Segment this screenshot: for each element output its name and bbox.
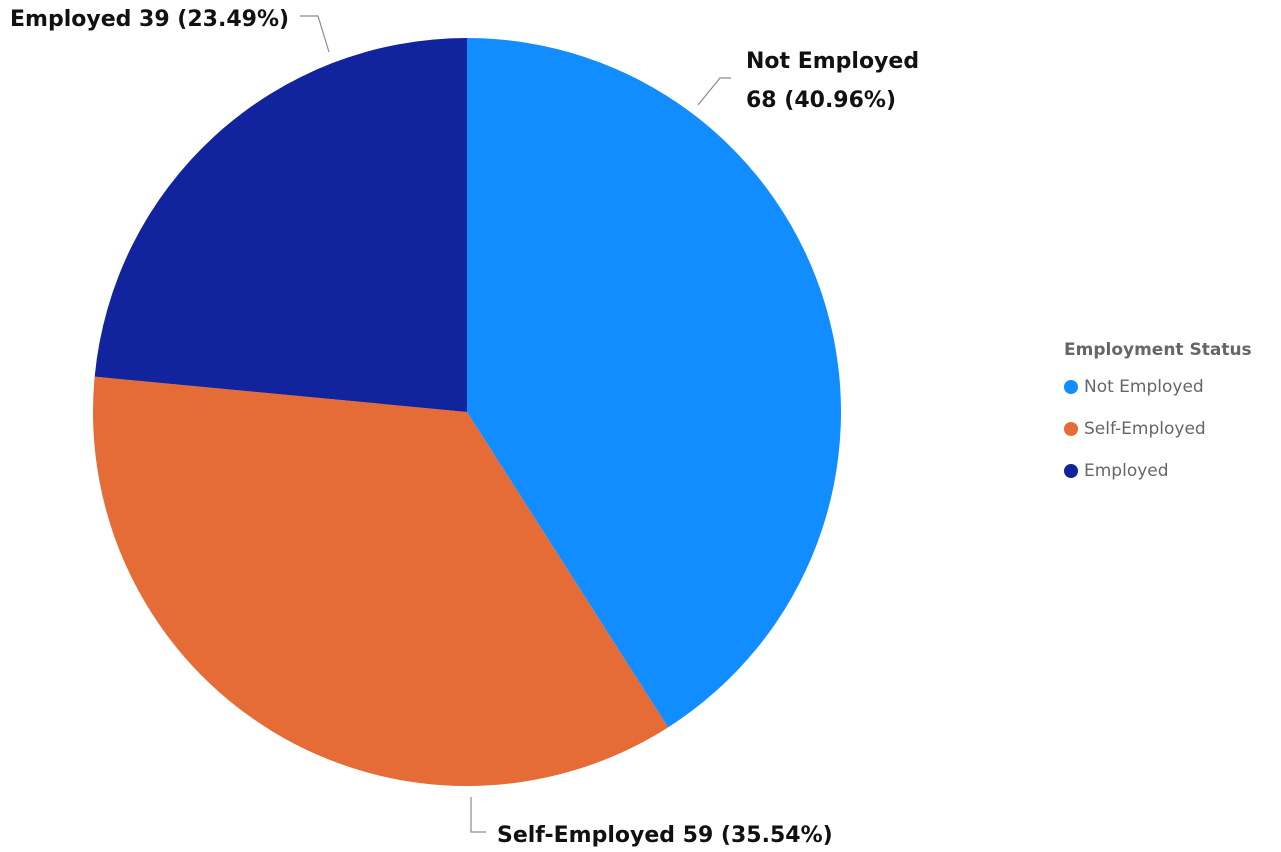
pie-slice-self-employed[interactable] [92, 376, 669, 787]
data-label-not-employed-line1: Not Employed [746, 49, 919, 74]
legend-label: Not Employed [1084, 377, 1204, 397]
legend-item-self-employed[interactable]: Self-Employed [1064, 408, 1252, 450]
legend-swatch-self-employed [1064, 422, 1078, 436]
legend-swatch-employed [1064, 464, 1078, 478]
data-labels: Not Employed 68 (40.96%) Self-Employed 59 … [10, 7, 919, 848]
data-label-employed: Employed 39 (23.49%) [10, 7, 289, 32]
legend-swatch-not-employed [1064, 380, 1078, 394]
pie-slices [92, 38, 842, 787]
leader-lines [300, 15, 731, 833]
pie-slice-not-employed[interactable] [467, 38, 842, 728]
data-label-self-employed: Self-Employed 59 (35.54%) [497, 823, 833, 848]
legend-label: Self-Employed [1084, 419, 1206, 439]
legend: Employment Status Not Employed Self-Empl… [1064, 340, 1252, 492]
leader-line-employed [300, 15, 330, 53]
leader-line-self-employed [470, 797, 486, 833]
legend-item-not-employed[interactable]: Not Employed [1064, 366, 1252, 408]
data-label-not-employed-line2: 68 (40.96%) [746, 88, 896, 113]
leader-line-not-employed [697, 77, 731, 106]
legend-label: Employed [1084, 461, 1169, 481]
pie-slice-employed[interactable] [94, 38, 468, 412]
legend-title: Employment Status [1064, 340, 1252, 360]
legend-item-employed[interactable]: Employed [1064, 450, 1252, 492]
